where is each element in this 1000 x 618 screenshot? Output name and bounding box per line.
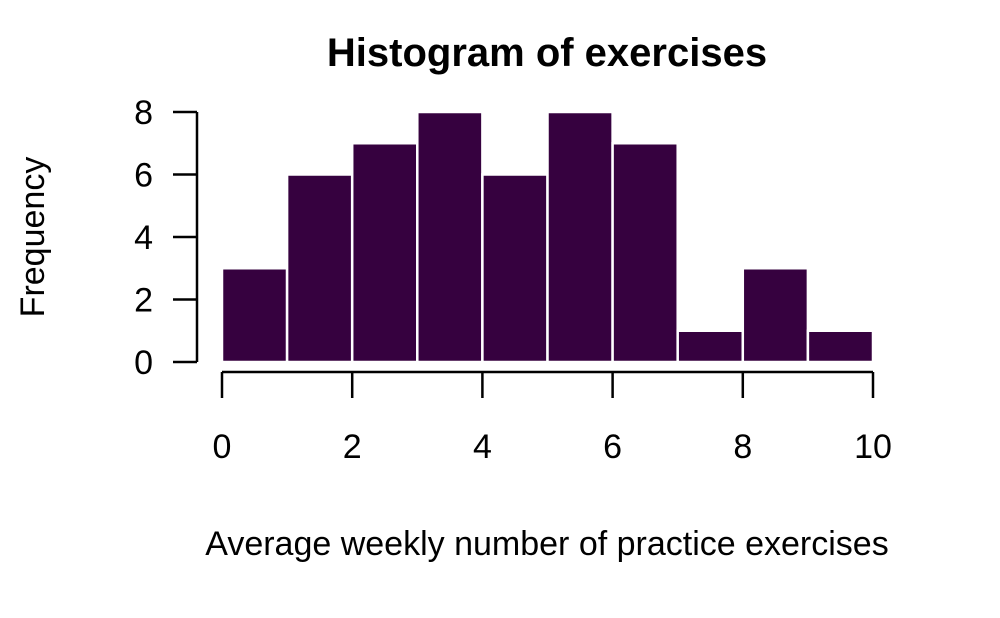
y-axis-label: Frequency	[14, 157, 52, 318]
x-tick-label-8: 8	[733, 428, 752, 466]
histogram-bar-1-2	[285, 173, 354, 364]
chart-title: Histogram of exercises	[327, 31, 767, 75]
histogram-bar-5-6	[546, 110, 614, 364]
y-axis: 0 2 4 6 8	[134, 94, 199, 382]
histogram-bars	[220, 110, 875, 364]
x-axis: 0 2 4 6 8 10	[213, 370, 892, 466]
x-tick-label-4: 4	[473, 428, 492, 466]
histogram-bar-3-4	[416, 110, 484, 364]
x-tick-label-6: 6	[603, 428, 622, 466]
y-tick-label-2: 2	[134, 282, 153, 320]
histogram-bar-9-10	[806, 329, 875, 364]
y-tick-label-4: 4	[134, 219, 153, 257]
x-axis-label: Average weekly number of practice exerci…	[205, 525, 888, 563]
histogram-bar-7-8	[676, 329, 745, 364]
y-tick-label-6: 6	[134, 157, 153, 195]
x-tick-label-2: 2	[343, 428, 362, 466]
y-tick-label-0: 0	[134, 344, 153, 382]
histogram-bar-8-9	[741, 267, 810, 364]
histogram-bar-2-3	[350, 142, 419, 364]
x-tick-label-0: 0	[213, 428, 232, 466]
x-tick-label-10: 10	[854, 428, 892, 466]
histogram-bar-6-7	[611, 142, 679, 364]
histogram-bar-4-5	[481, 173, 549, 364]
y-tick-label-8: 8	[134, 94, 153, 132]
histogram-bar-0-1	[220, 267, 289, 364]
